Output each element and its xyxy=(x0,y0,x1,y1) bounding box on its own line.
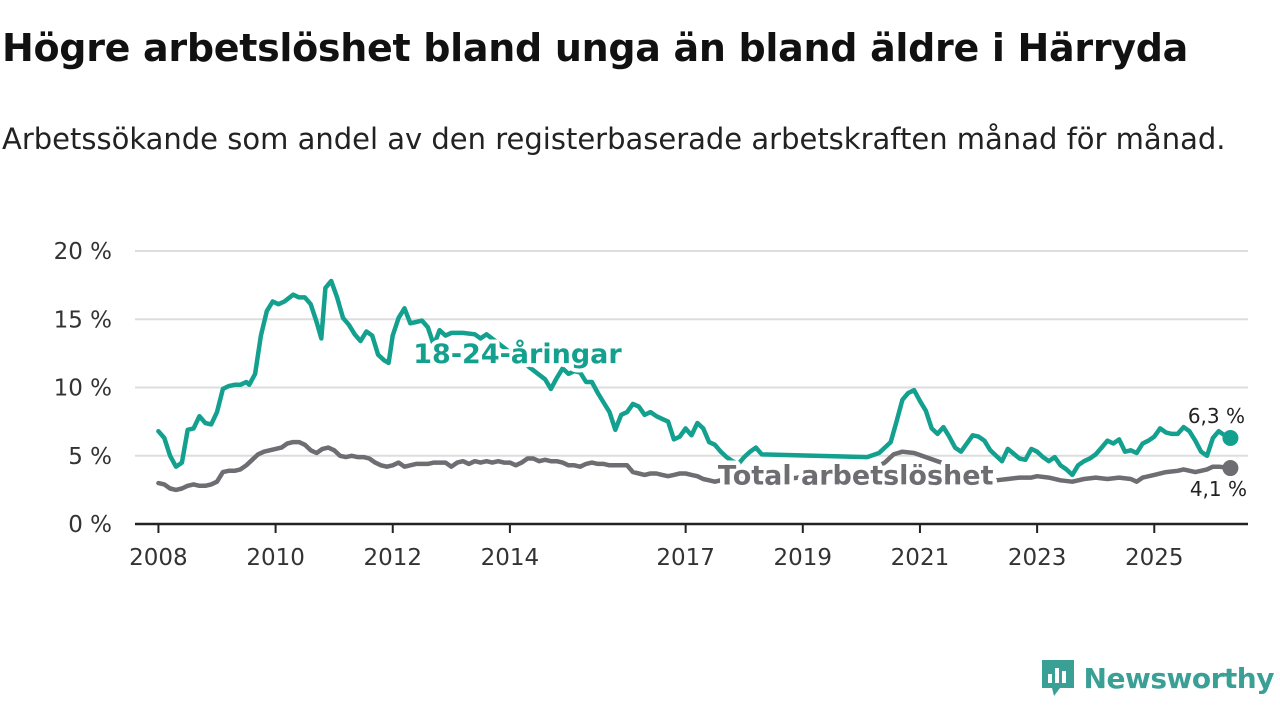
x-axis-ticks: 2008 2010 2012 2014 2017 2019 2021 2023 2025 xyxy=(129,524,1184,571)
y-tick-label: 20 % xyxy=(54,239,112,265)
newsworthy-logo: Newsworthy xyxy=(1040,658,1275,698)
chart-subtitle: Arbetssökande som andel av den registerb… xyxy=(2,122,1226,156)
y-tick-label: 15 % xyxy=(54,307,112,333)
x-tick-label: 2010 xyxy=(246,545,305,571)
x-tick-label: 2019 xyxy=(774,545,833,571)
series-labels: 18-24-åringar Total arbetslöshet 6,3 % 4… xyxy=(409,334,1247,501)
end-point-total xyxy=(1222,460,1239,477)
y-tick-label: 0 % xyxy=(68,512,112,538)
y-tick-label: 5 % xyxy=(68,444,112,470)
y-axis-ticks: 0 % 5 % 10 % 15 % 20 % xyxy=(54,239,112,538)
grid-lines xyxy=(135,250,1248,457)
x-tick-label: 2008 xyxy=(129,545,188,571)
x-tick-label: 2012 xyxy=(363,545,422,571)
x-tick-label: 2023 xyxy=(1008,545,1067,571)
series-label-total: Total arbetslöshet xyxy=(718,460,994,491)
end-label-total: 4,1 % xyxy=(1190,477,1247,501)
brand-name: Newsworthy xyxy=(1083,661,1275,695)
series-line-youth xyxy=(156,278,1233,478)
x-tick-label: 2014 xyxy=(481,545,540,571)
x-tick-label: 2017 xyxy=(656,545,715,571)
series-label-youth: 18-24-åringar xyxy=(413,338,622,370)
chart-title: Högre arbetslöshet bland unga än bland ä… xyxy=(2,26,1188,70)
bar-chart-icon xyxy=(1041,660,1074,696)
end-label-youth: 6,3 % xyxy=(1188,404,1245,428)
end-point-youth xyxy=(1222,430,1239,447)
x-tick-label: 2025 xyxy=(1125,545,1184,571)
series-lines xyxy=(156,278,1239,493)
y-tick-label: 10 % xyxy=(54,376,112,402)
x-tick-label: 2021 xyxy=(891,545,950,571)
series-line-total xyxy=(156,439,1233,493)
